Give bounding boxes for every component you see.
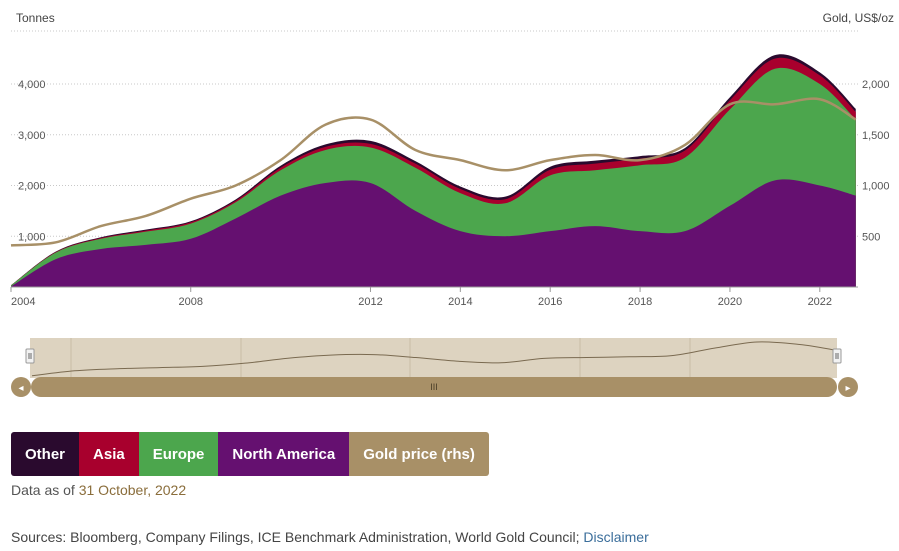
chevron-right-icon: ▸ <box>845 383 850 394</box>
y-tick-label: 3,000 <box>18 130 46 142</box>
legend-item-other[interactable]: Other <box>11 432 80 476</box>
sources: Sources: Bloomberg, Company Filings, ICE… <box>11 529 649 545</box>
right-axis-title: Gold, US$/oz <box>822 11 894 25</box>
data-as-of-prefix: Data as of <box>11 482 75 498</box>
axis-layer: 1,000 2,000 3,000 4,000 500 1,000 1,500 2,000 20… <box>10 79 890 308</box>
sources-text: Sources: Bloomberg, Company Filings, ICE… <box>11 529 584 545</box>
left-axis-title: Tonnes <box>16 11 55 25</box>
y-tick-label: 2,000 <box>18 181 46 193</box>
disclaimer-link[interactable]: Disclaimer <box>583 529 649 545</box>
scroll-left-button[interactable] <box>11 377 31 397</box>
navigator-background <box>30 338 837 378</box>
main-chart: 1,000 2,000 3,000 4,000 500 1,000 1,500 2,000 20… <box>10 30 890 308</box>
x-tick-label: 2018 <box>628 296 652 308</box>
y2-tick-label: 1,500 <box>862 130 890 142</box>
x-tick-label: 2004 <box>11 296 35 308</box>
y-tick-label: 1,000 <box>18 231 46 243</box>
navigator-series-line <box>31 341 834 377</box>
line-layer <box>10 97 857 247</box>
area-layer <box>11 54 856 288</box>
data-as-of: Data as of 31 October, 2022 <box>11 482 186 498</box>
x-tick-label: 2014 <box>448 296 472 308</box>
data-as-of-date: 31 October, 2022 <box>78 482 187 498</box>
x-tick-label: 2012 <box>358 296 382 308</box>
chevron-left-icon: ◂ <box>18 383 23 394</box>
area-north-america <box>11 179 856 287</box>
scrollbar-grip-icon[interactable]: III <box>430 382 438 392</box>
y-tick-label: 4,000 <box>18 79 46 91</box>
legend-item-asia[interactable]: Asia <box>79 432 139 476</box>
legend: Other Asia Europe North America Gold pri… <box>11 432 489 476</box>
navigator-scrollbar-track[interactable] <box>31 377 837 397</box>
y2-tick-label: 2,000 <box>862 79 890 91</box>
navigator-left-handle[interactable] <box>25 348 35 364</box>
x-tick-label: 2022 <box>808 296 832 308</box>
x-tick-label: 2008 <box>178 296 202 308</box>
navigator-right-handle[interactable] <box>832 348 842 364</box>
y2-tick-label: 1,000 <box>862 181 890 193</box>
scroll-right-button[interactable] <box>838 377 858 397</box>
range-navigator[interactable]: ◂ ▸ III <box>0 330 899 400</box>
legend-item-north-america[interactable]: North America <box>218 432 350 476</box>
legend-item-gold-price[interactable]: Gold price (rhs) <box>349 432 489 476</box>
legend-item-europe[interactable]: Europe <box>138 432 219 476</box>
x-tick-label: 2016 <box>538 296 562 308</box>
x-tick-label: 2020 <box>718 296 742 308</box>
y2-tick-label: 500 <box>862 231 880 243</box>
line-gold-price <box>10 97 857 247</box>
